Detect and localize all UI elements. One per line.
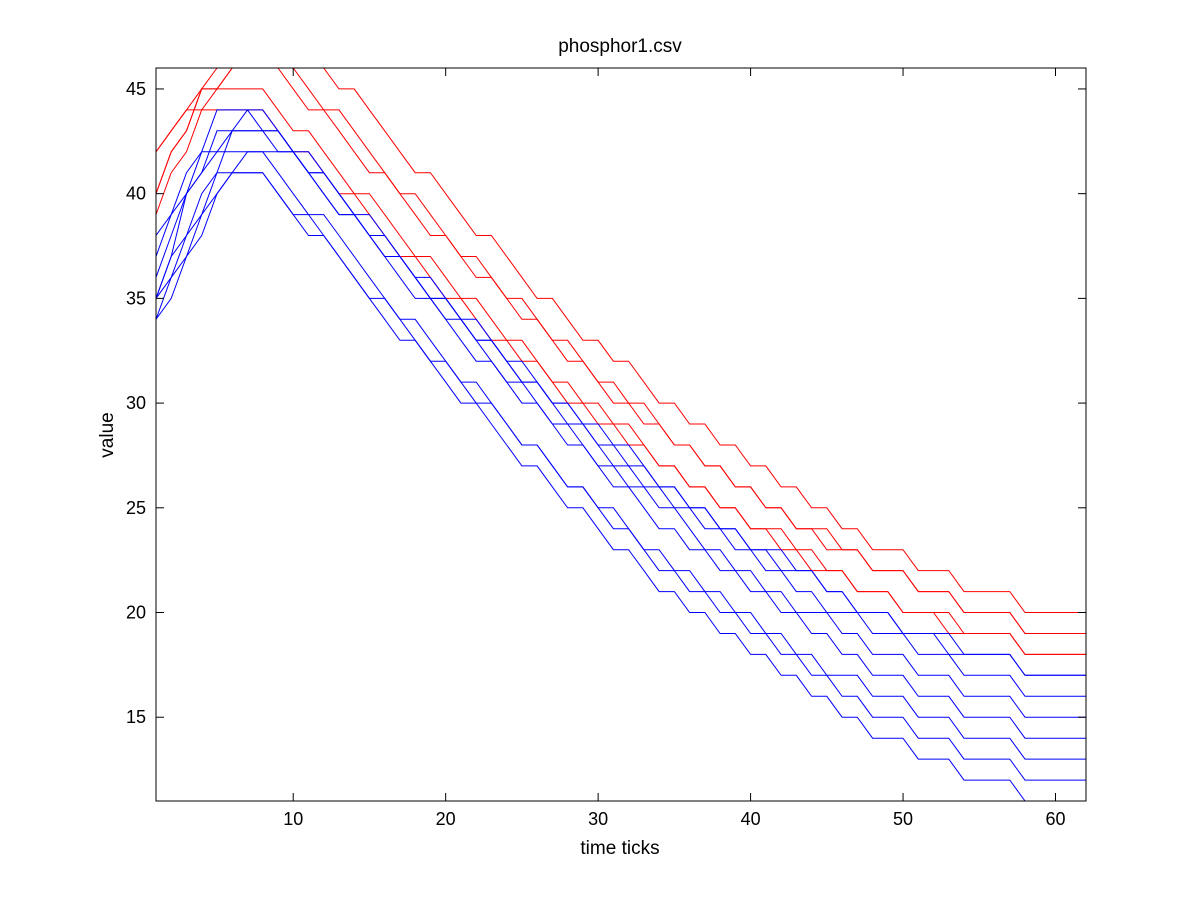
x-axis: 10 20 30 40 50 60 (283, 68, 1066, 829)
y-tick-label: 35 (126, 288, 146, 308)
plot-area-frame (155, 67, 1087, 802)
series-layer (156, 68, 1086, 801)
series-line-3 (156, 68, 1086, 634)
series-line-12 (156, 151, 1086, 781)
series-line-10 (156, 151, 1086, 739)
y-tick-label: 15 (126, 707, 146, 727)
x-tick-label: 50 (893, 809, 913, 829)
x-tick-label: 20 (436, 809, 456, 829)
x-tick-label: 30 (588, 809, 608, 829)
y-tick-label: 30 (126, 393, 146, 413)
y-axis-label: value (97, 412, 118, 457)
y-tick-label: 40 (126, 184, 146, 204)
y-tick-label: 25 (126, 498, 146, 518)
chart-title: phosphor1.csv (558, 36, 682, 57)
y-tick-label: 45 (126, 79, 146, 99)
series-line-1 (156, 68, 1086, 613)
x-tick-label: 60 (1045, 809, 1065, 829)
series-line-9 (156, 130, 1086, 718)
y-axis: 15 20 25 30 35 40 45 (126, 79, 1086, 727)
x-tick-label: 40 (741, 809, 761, 829)
series-line-13 (156, 172, 1086, 801)
x-tick-label: 10 (283, 809, 303, 829)
series-line-11 (156, 172, 1086, 760)
x-axis-label: time ticks (580, 838, 659, 859)
y-tick-label: 20 (126, 603, 146, 623)
